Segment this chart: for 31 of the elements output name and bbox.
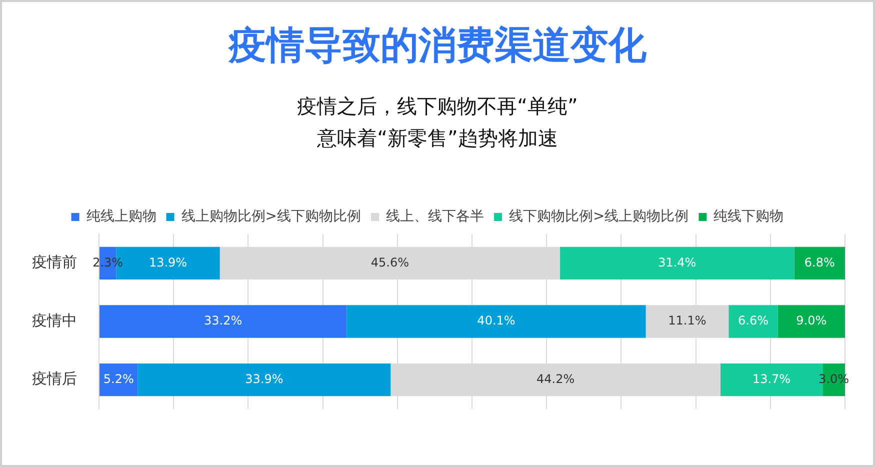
legend-label: 纯线下购物: [714, 208, 784, 225]
chart-subtitle: 疫情之后，线下购物不再“单纯” 意味着“新零售”趋势将加速: [296, 93, 579, 152]
y-tick-label: 疫情后: [32, 370, 77, 388]
data-label: 6.8%: [804, 255, 835, 270]
data-label: 44.2%: [536, 372, 575, 386]
data-label: 9.0%: [796, 314, 827, 328]
legend-label: 线上购物比例>线下购物比例: [181, 208, 362, 225]
bar: [138, 364, 391, 396]
chart-title: 疫情导致的消费渠道变化: [227, 22, 648, 69]
bar: [346, 305, 646, 338]
y-tick-label: 疫情前: [32, 253, 77, 272]
data-label: 40.1%: [477, 314, 516, 328]
legend-label: 纯线上购物: [86, 208, 156, 225]
bar: [100, 364, 138, 396]
data-label: 6.6%: [738, 314, 768, 328]
data-label: 11.1%: [668, 314, 706, 328]
bar: [100, 305, 347, 338]
data-label: 33.9%: [245, 372, 284, 386]
data-label: 5.2%: [103, 372, 134, 386]
data-label: 31.4%: [658, 255, 696, 270]
bar: [560, 246, 794, 280]
data-label: 33.2%: [204, 314, 242, 328]
bar: [728, 305, 778, 338]
data-label: 13.7%: [752, 372, 791, 386]
bar: [778, 305, 845, 338]
legend-label: 线上、线下各半: [386, 208, 484, 225]
legend-label: 线下购物比例>线上购物比例: [509, 208, 689, 225]
y-tick-label: 疫情中: [32, 311, 77, 330]
bar: [794, 246, 845, 280]
data-label: 45.6%: [370, 255, 410, 270]
data-label: 13.9%: [148, 255, 188, 270]
